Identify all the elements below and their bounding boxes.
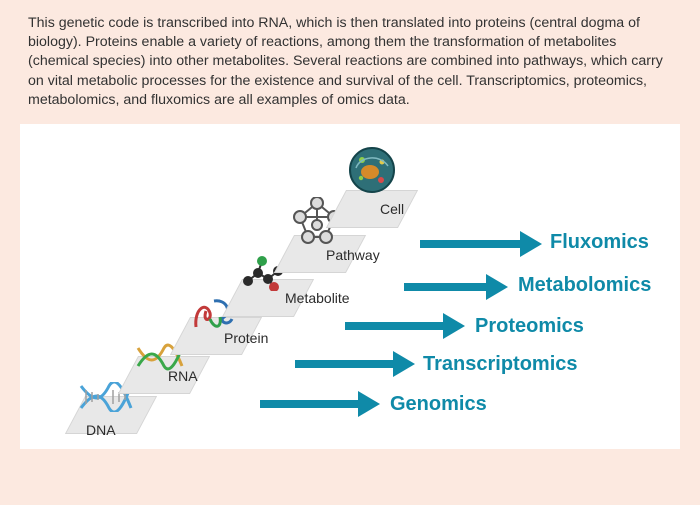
arrow-metabolomics: [404, 274, 508, 300]
omics-label-genomics: Genomics: [390, 393, 487, 416]
arrow-genomics: [260, 391, 380, 417]
arrow-proteomics: [345, 313, 465, 339]
omics-label-proteomics: Proteomics: [475, 315, 584, 338]
omics-label-metabolomics: Metabolomics: [518, 274, 651, 297]
tile-cell: [326, 190, 418, 228]
arrow-transcriptomics: [295, 351, 415, 377]
omics-label-fluxomics: Fluxomics: [550, 231, 649, 254]
level-label-dna: DNA: [86, 422, 116, 438]
level-label-metabolite: Metabolite: [285, 290, 350, 306]
arrow-fluxomics: [420, 231, 542, 257]
omics-label-transcriptomics: Transcriptomics: [423, 353, 578, 376]
level-label-pathway: Pathway: [326, 247, 380, 263]
level-label-protein: Protein: [224, 330, 268, 346]
level-label-cell: Cell: [380, 201, 404, 217]
caption-text: This genetic code is transcribed into RN…: [0, 0, 700, 120]
omics-diagram: DNA RNA Protein Metabolite: [20, 124, 680, 449]
level-label-rna: RNA: [168, 368, 198, 384]
